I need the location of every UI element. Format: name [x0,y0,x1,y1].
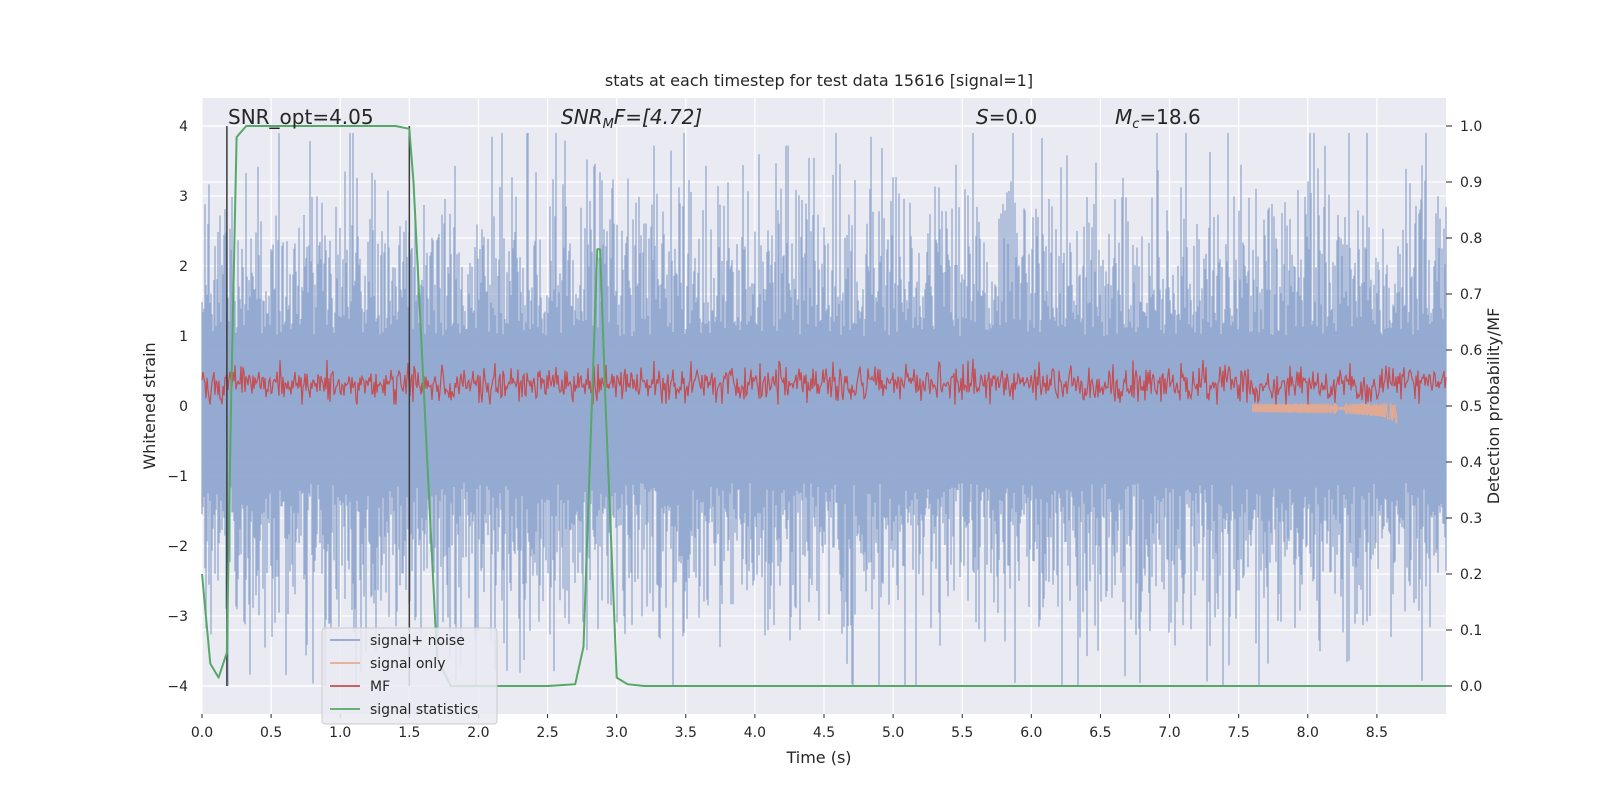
y-tick-label-0: 4 [179,119,188,135]
series-signal-statistics [201,125,1446,687]
y-tick-label-5: −1 [167,469,188,485]
chart-title: stats at each timestep for test data 156… [605,71,1033,90]
annotations: SNR_opt=4.05 SNRMF=[4.72] S=0.0 Mc=18.6 [228,105,1201,132]
x-tick-label-12: 6.0 [1020,725,1042,741]
x-tick-label-16: 8.0 [1297,725,1319,741]
y2-tick-label-4: 0.6 [1460,343,1482,359]
y2-axis-label: Detection probability/MF [1484,308,1503,505]
x-tick-label-0: 0.0 [191,725,213,741]
series-signal-noise-line [201,133,1447,686]
x-tick-label-1: 0.5 [260,725,282,741]
y-tick-label-4: 0 [179,399,188,415]
x-tick-label-2: 1.0 [329,725,351,741]
series-signal-statistics-line [201,125,1446,687]
x-tick-label-11: 5.5 [951,725,973,741]
legend-label-signal-only: signal only [370,656,445,672]
annotation-mc-sub: c [1132,117,1139,132]
x-axis-ticks: 0.0 0.5 1.0 1.5 2.0 2.5 3.0 3.5 4.0 4.5 5.0 5.5 6.0 6… [191,714,1388,741]
annotation-s: S=0.0 [976,105,1037,129]
annotation-mc-val: =18.6 [1139,105,1200,129]
y2-tick-label-7: 0.3 [1460,511,1482,527]
x-tick-label-10: 5.0 [882,725,904,741]
y2-tick-label-1: 0.9 [1460,175,1482,191]
y-tick-label-3: 1 [179,329,188,345]
legend-label-mf: MF [370,679,390,695]
y-tick-label-6: −2 [167,539,188,555]
y-tick-label-8: −4 [167,679,188,695]
annotation-snr-mf-suffix: F=[4.72] [614,105,702,129]
annotation-mc-var: M [1115,105,1132,129]
y2-axis-ticks: 1.0 0.9 0.8 0.7 0.6 0.5 0.4 0.3 0.2 0.1 0.0 [1446,119,1482,695]
x-tick-label-14: 7.0 [1158,725,1180,741]
annotation-s-var: S [976,105,989,129]
series-signal-only [1251,401,1398,424]
legend-label-signal-statistics: signal statistics [370,702,478,718]
annotation-snr-opt: SNR_opt=4.05 [228,105,374,129]
y2-tick-label-10: 0.0 [1460,679,1482,695]
legend: signal+ noise signal only MF signal stat… [321,627,498,725]
marker-lines [226,126,411,686]
y2-tick-label-9: 0.1 [1460,623,1482,639]
x-tick-label-17: 8.5 [1366,725,1388,741]
x-tick-label-3: 1.5 [398,725,420,741]
x-tick-label-5: 2.5 [536,725,558,741]
series-signal-noise [201,133,1447,686]
annotation-mc: Mc=18.6 [1115,105,1201,132]
legend-box [321,627,498,725]
x-tick-label-13: 6.5 [1089,725,1111,741]
annotation-snr-mf-prefix: SNR [561,105,603,129]
y-tick-label-1: 3 [179,189,188,205]
annotation-snr-mf: SNRMF=[4.72] [561,105,702,132]
x-tick-label-6: 3.0 [606,725,628,741]
y-tick-label-7: −3 [167,609,188,625]
x-axis-label: Time (s) [785,748,851,767]
y2-tick-label-3: 0.7 [1460,287,1482,303]
y-axis-label: Whitened strain [140,342,159,469]
y2-tick-label-8: 0.2 [1460,567,1482,583]
y-tick-label-2: 2 [179,259,188,275]
x-tick-label-15: 7.5 [1228,725,1250,741]
annotation-s-val: =0.0 [989,105,1038,129]
annotation-snr-mf-sub: M [603,117,614,132]
x-tick-label-9: 4.5 [813,725,835,741]
x-tick-label-7: 3.5 [675,725,697,741]
y2-tick-label-0: 1.0 [1460,119,1482,135]
y-axis-ticks: 4 3 2 1 0 −1 −2 −3 −4 [167,119,188,695]
x-tick-label-8: 4.0 [744,725,766,741]
series-signal-only-line [1251,401,1398,424]
y2-tick-label-2: 0.8 [1460,231,1482,247]
x-tick-label-4: 2.0 [467,725,489,741]
legend-label-signal-noise: signal+ noise [370,633,465,649]
y2-tick-label-5: 0.5 [1460,399,1482,415]
y2-tick-label-6: 0.4 [1460,455,1482,471]
